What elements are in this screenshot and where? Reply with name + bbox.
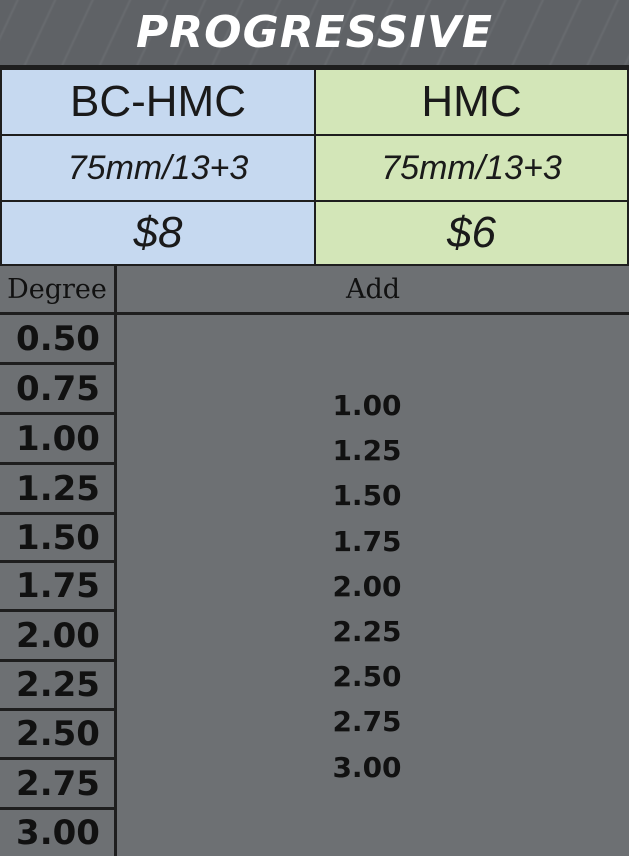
bc-hmc-name: BC-HMC xyxy=(0,68,316,136)
add-value: 2.50 xyxy=(332,660,402,694)
degree-cell: 2.00 xyxy=(0,612,116,662)
hmc-name: HMC xyxy=(314,68,629,136)
degree-cell: 2.50 xyxy=(0,711,116,760)
degree-header: Degree xyxy=(7,273,107,305)
degree-cell: 1.00 xyxy=(0,415,116,465)
degree-cell: 1.50 xyxy=(0,515,116,563)
add-value: 1.00 xyxy=(332,389,402,423)
page-title: PROGRESSIVE xyxy=(136,7,493,58)
degree-cell: 2.25 xyxy=(0,662,116,711)
add-value: 1.75 xyxy=(332,524,402,558)
bc-hmc-price: $8 xyxy=(0,200,316,266)
add-value: 2.25 xyxy=(332,615,402,649)
add-value: 1.50 xyxy=(332,479,402,513)
degree-cell: 3.00 xyxy=(16,813,100,853)
degree-cell: 0.50 xyxy=(0,315,116,365)
hmc-price: $6 xyxy=(314,200,629,266)
degree-cell: 1.25 xyxy=(0,465,116,515)
hmc-spec: 75mm/13+3 xyxy=(314,134,629,202)
title-bar: PROGRESSIVE xyxy=(0,0,629,68)
header-divider xyxy=(0,312,629,315)
add-value: 2.75 xyxy=(332,705,402,739)
add-value: 2.00 xyxy=(332,569,402,603)
add-value: 1.25 xyxy=(332,434,402,468)
bc-hmc-spec: 75mm/13+3 xyxy=(0,134,316,202)
degree-cell: 1.75 xyxy=(0,563,116,612)
add-value: 3.00 xyxy=(332,750,402,784)
add-header: Add xyxy=(345,273,401,305)
add-list: 1.00 1.25 1.50 1.75 2.00 2.25 2.50 2.75 … xyxy=(300,383,434,790)
degree-cell: 0.75 xyxy=(0,365,116,415)
degree-cell: 2.75 xyxy=(0,760,116,810)
